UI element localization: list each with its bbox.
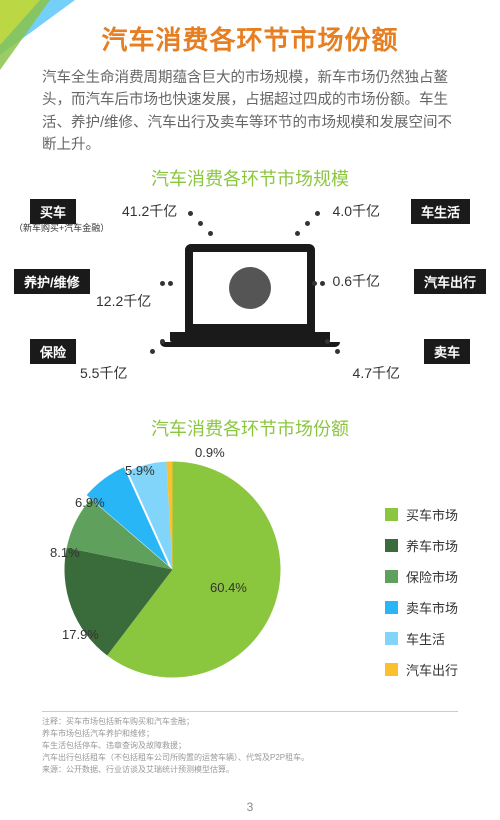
footnote-line: 汽车出行包括租车（不包括租车公司所购置的运营车辆）、代驾及P2P租车。 [42,752,458,764]
decorative-triangle [0,0,40,45]
intro-paragraph: 汽车全生命消费周期蕴含巨大的市场规模，新车市场仍然独占鳌头，而汽车后市场也快速发… [0,57,500,161]
legend-row: 卖车市场 [385,598,458,617]
laptop-icon [175,244,325,342]
pie-legend: 买车市场养车市场保险市场卖车市场车生活汽车出行 [385,505,458,691]
legend-swatch [385,632,398,645]
footnote-line: 来源：公开数据、行业访谈及艾瑞统计预测模型估算。 [42,764,458,776]
pie-exploded-slice [56,453,281,678]
legend-row: 车生活 [385,629,458,648]
badge-maintain: 养护/维修 [14,269,90,294]
value-insurance: 5.5千亿 [80,363,127,383]
pie-label-4: 5.9% [125,463,155,478]
pie-slice [87,467,169,565]
legend-swatch [385,663,398,676]
value-maintain: 12.2千亿 [96,291,151,311]
legend-label: 买车市场 [406,505,458,524]
section-subtitle-share: 汽车消费各环节市场份额 [0,415,500,441]
badge-car-travel: 汽车出行 [414,269,486,294]
page-number: 3 [247,800,254,814]
legend-swatch [385,508,398,521]
pie-label-0: 60.4% [210,580,247,595]
pie-label-2: 8.1% [50,545,80,560]
value-sell-car: 4.7千亿 [353,363,400,383]
footnotes: 注释：买车市场包括新车购买和汽车金融；养车市场包括汽车养护和维修；车生活包括停车… [42,711,458,776]
footnote-line: 养车市场包括汽车养护和维修； [42,728,458,740]
pie-label-1: 17.9% [62,627,99,642]
badge-sell-car: 卖车 [424,339,470,364]
market-share-pie-chart: 60.4% 17.9% 8.1% 6.9% 5.9% 0.9% 买车市场养车市场… [20,445,480,705]
footnote-line: 注释：买车市场包括新车购买和汽车金融； [42,716,458,728]
legend-row: 养车市场 [385,536,458,555]
badge-car-life: 车生活 [411,199,470,224]
legend-row: 保险市场 [385,567,458,586]
legend-label: 车生活 [406,629,445,648]
legend-row: 汽车出行 [385,660,458,679]
market-scale-diagram: 买车 （新车购买+汽车金融） 41.2千亿 养护/维修 12.2千亿 保险 5.… [20,199,480,409]
legend-label: 卖车市场 [406,598,458,617]
pie-label-5: 0.9% [195,445,225,460]
value-car-life: 4.0千亿 [333,201,380,221]
legend-swatch [385,539,398,552]
badge-insurance: 保险 [30,339,76,364]
legend-swatch [385,570,398,583]
section-subtitle-scale: 汽车消费各环节市场规模 [0,165,500,191]
value-buy-car: 41.2千亿 [122,201,177,221]
legend-label: 保险市场 [406,567,458,586]
legend-label: 汽车出行 [406,660,458,679]
legend-swatch [385,601,398,614]
page-title: 汽车消费各环节市场份额 [0,0,500,57]
value-car-travel: 0.6千亿 [333,271,380,291]
badge-buy-car-note: （新车购买+汽车金融） [14,221,109,234]
legend-label: 养车市场 [406,536,458,555]
legend-row: 买车市场 [385,505,458,524]
footnote-line: 车生活包括停车、违章查询及故障救援； [42,740,458,752]
pie-label-3: 6.9% [75,495,105,510]
